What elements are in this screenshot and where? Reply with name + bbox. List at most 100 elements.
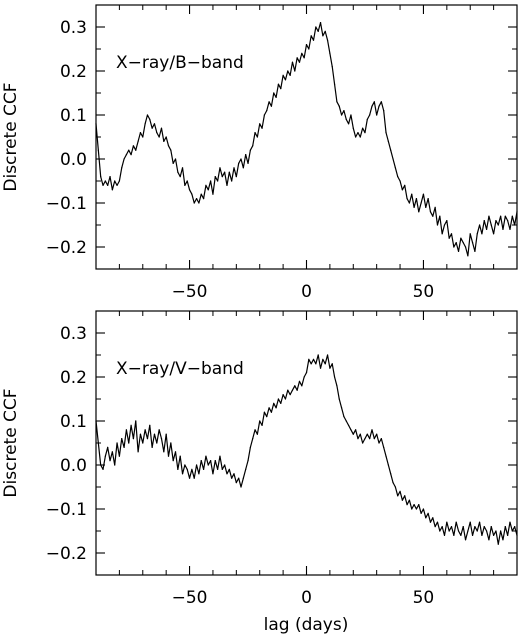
panel-2-y-tick-label: 0.2 bbox=[60, 368, 87, 388]
panel-1-data-point bbox=[429, 211, 432, 213]
panel-1-data-point bbox=[207, 189, 209, 191]
panel-1-data-point bbox=[179, 176, 181, 178]
panel-1-data-point bbox=[315, 26, 317, 28]
panel-1-data-point bbox=[383, 110, 385, 112]
panel-2-data-point bbox=[184, 464, 186, 466]
panel-1-data-point bbox=[266, 110, 268, 112]
panel-2-data-point bbox=[151, 446, 153, 448]
panel-1-data-point bbox=[102, 184, 104, 186]
panel-1-data-point bbox=[453, 246, 455, 248]
panel-2-data-point bbox=[502, 539, 504, 541]
panel-2-data-point bbox=[296, 389, 298, 391]
panel-2-data-point bbox=[114, 464, 116, 466]
panel-1-data-point bbox=[408, 202, 411, 204]
panel-2-data-point bbox=[481, 534, 483, 537]
panel-1-data-point bbox=[397, 176, 399, 178]
panel-2-data-point bbox=[198, 473, 200, 475]
panel-1-data-point bbox=[226, 184, 228, 186]
panel-2-data-point bbox=[455, 521, 457, 523]
panel-1-data-point bbox=[509, 228, 511, 230]
panel-1-data-point bbox=[336, 101, 338, 103]
panel-1-data-point bbox=[462, 242, 464, 244]
panel-1-data-point bbox=[139, 132, 142, 134]
panel-2-data-point bbox=[242, 477, 244, 479]
panel-1-data-point bbox=[434, 206, 436, 208]
panel-1-data-point bbox=[238, 162, 240, 164]
panel-1-data-point bbox=[495, 220, 497, 222]
panel-1-data-point bbox=[469, 233, 471, 235]
panel-2-data-point bbox=[436, 521, 439, 523]
panel-1-data-point bbox=[413, 206, 415, 208]
panel-2-data-point bbox=[298, 380, 301, 382]
panel-2-data-point bbox=[179, 455, 181, 457]
x-axis-label: lag (days) bbox=[264, 615, 349, 635]
panel-1-data-point bbox=[420, 202, 422, 204]
panel-1-data-point bbox=[359, 136, 361, 138]
panel-2-data-point bbox=[338, 398, 340, 400]
panel-2-data-point bbox=[408, 499, 411, 501]
panel-1-data-point bbox=[502, 228, 504, 230]
panel-2-data-point bbox=[429, 521, 432, 523]
panel-2-data-point bbox=[259, 420, 261, 422]
panel-1-data-point bbox=[448, 237, 450, 239]
panel-2-data-point bbox=[254, 429, 256, 431]
panel-1-data-point bbox=[177, 171, 179, 173]
panel-2-data-point bbox=[493, 534, 495, 537]
panel-2-data-point bbox=[219, 455, 221, 457]
panel-2-data-point bbox=[135, 420, 137, 422]
panel-2-data-point bbox=[191, 468, 193, 470]
panel-2-data-point bbox=[485, 530, 488, 532]
panel-1-data-point bbox=[312, 39, 315, 41]
panel-1-data-point bbox=[446, 220, 448, 222]
panel-2-data-point bbox=[350, 429, 352, 431]
panel-1-data-point bbox=[123, 158, 125, 160]
panel-2-data-point bbox=[364, 438, 366, 440]
panel-1-data-point bbox=[158, 136, 160, 138]
panel-2-data-point bbox=[464, 539, 467, 541]
panel-2-data-point bbox=[247, 460, 249, 462]
panel-1-data-point bbox=[406, 198, 408, 200]
panel-2-data-point bbox=[310, 363, 312, 365]
panel-1-data-point bbox=[411, 193, 413, 195]
panel-1-y-ticks bbox=[96, 4, 517, 270]
panel-1-data-point bbox=[373, 101, 375, 103]
panel-1-data-point bbox=[170, 149, 172, 151]
panel-1-data-point bbox=[200, 193, 202, 195]
panel-2-data-point bbox=[102, 468, 104, 470]
panel-2-data-point bbox=[132, 438, 135, 440]
panel-1-data-point bbox=[212, 193, 214, 195]
panel-2-data-point bbox=[500, 530, 502, 532]
panel-2-data-point bbox=[245, 468, 247, 470]
panel-2-data-point bbox=[397, 495, 399, 497]
panel-1-data-point bbox=[387, 140, 389, 142]
panel-1-data-point bbox=[497, 224, 499, 226]
panel-1-data-point bbox=[142, 136, 144, 138]
panel-1-data-point bbox=[156, 132, 158, 134]
panel-2-data-point bbox=[329, 367, 331, 369]
panel-2-data-point bbox=[177, 468, 179, 470]
panel-1-data-point bbox=[308, 48, 310, 50]
panel-1-data-point bbox=[504, 215, 506, 217]
panel-2-data-point bbox=[273, 402, 275, 404]
panel-1-data-point bbox=[348, 123, 350, 125]
panel-1-data-point bbox=[493, 233, 495, 235]
panel-1-data-point bbox=[418, 211, 420, 213]
panel-2-data-point bbox=[284, 398, 287, 400]
panel-2-data-point bbox=[97, 442, 99, 444]
panel-2-data-point bbox=[153, 433, 156, 435]
panel-1-data-point bbox=[259, 123, 261, 125]
panel-1-data-point bbox=[488, 215, 490, 217]
panel-1: −0.2 −0.1 0.0 0.1 0.2 0.3 −50 0 50 X−ray/B−band… bbox=[1, 4, 518, 302]
panel-2-data-point bbox=[294, 385, 296, 387]
panel-1-data-point bbox=[457, 250, 460, 252]
panel-1-data-point bbox=[340, 114, 343, 116]
panel-2-data-point bbox=[420, 512, 422, 515]
panel-1-data-point bbox=[149, 118, 151, 120]
panel-1-data-point bbox=[450, 233, 453, 235]
panel-1-data-point bbox=[219, 167, 221, 169]
panel-1-data-point bbox=[284, 79, 287, 81]
panel-2-data-point bbox=[504, 526, 506, 528]
panel-1-data-point bbox=[371, 105, 373, 107]
panel-2-data-point bbox=[450, 526, 453, 528]
